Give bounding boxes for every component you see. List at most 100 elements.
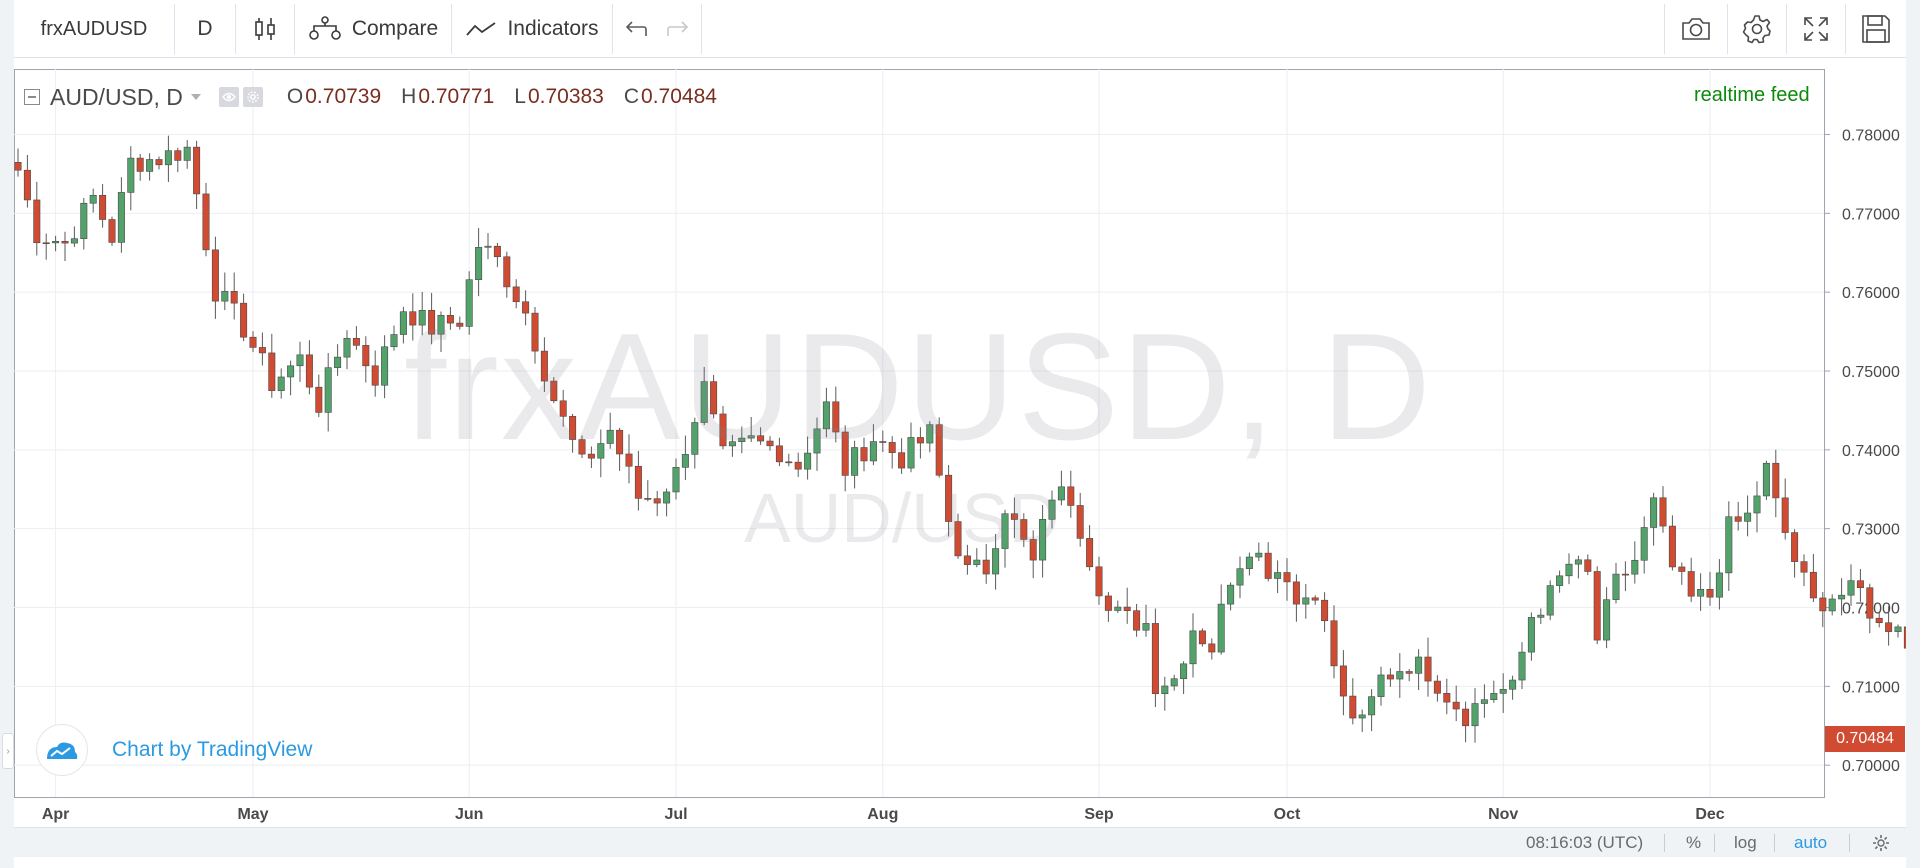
chevron-down-icon[interactable] — [190, 94, 201, 100]
candle-body — [465, 279, 473, 327]
candle-body — [1781, 497, 1789, 533]
candle-body — [484, 245, 492, 248]
candle-body — [1650, 497, 1658, 528]
candle-body — [832, 401, 840, 433]
side-panel-toggle[interactable]: › — [2, 733, 14, 769]
candle-body — [1490, 693, 1498, 700]
percent-scale-toggle[interactable]: % — [1686, 833, 1702, 852]
x-tick-label: Sep — [1084, 806, 1114, 823]
candle-body — [935, 424, 943, 476]
eye-icon[interactable] — [218, 87, 239, 107]
fullscreen-button[interactable] — [1787, 0, 1845, 58]
log-scale-toggle[interactable]: log — [1734, 833, 1757, 852]
low-value: 0.70383 — [527, 85, 604, 108]
candle-body — [352, 338, 360, 346]
candle-body — [1687, 571, 1695, 597]
interval-button[interactable]: D — [175, 0, 235, 58]
candle-body — [512, 286, 520, 303]
candle-body — [559, 400, 567, 417]
candle-body — [1274, 572, 1282, 579]
candle-body — [1161, 685, 1169, 694]
candle-body — [324, 367, 332, 413]
chart-type-button[interactable] — [236, 0, 294, 58]
candle-body — [691, 422, 699, 455]
collapse-legend-icon[interactable] — [24, 89, 40, 105]
indicators-label: Indicators — [507, 17, 599, 40]
candle-body — [1800, 561, 1808, 573]
candle-body — [1527, 617, 1535, 653]
settings-button[interactable] — [1728, 0, 1786, 58]
candle-body — [1433, 680, 1441, 694]
clock-readout[interactable]: 08:16:03 (UTC) — [1526, 833, 1644, 852]
camera-icon — [1682, 18, 1710, 40]
candle-body — [1819, 597, 1827, 612]
tradingview-branding[interactable]: Chart by TradingView — [36, 724, 312, 776]
candle-body — [653, 498, 661, 504]
candle-body — [193, 146, 201, 195]
compare-button[interactable]: Compare — [295, 0, 451, 58]
candle-body — [146, 159, 154, 172]
candle-body — [183, 146, 191, 161]
tradingview-logo-icon — [36, 724, 88, 776]
candle-body — [1603, 599, 1611, 641]
candle-body — [1292, 581, 1300, 605]
undo-button[interactable] — [615, 0, 657, 58]
indicators-button[interactable]: Indicators — [452, 0, 612, 58]
x-tick-label: Dec — [1695, 806, 1724, 823]
candle-body — [1067, 486, 1075, 506]
candle-body — [1227, 584, 1235, 605]
candle-body — [1198, 630, 1206, 645]
x-tick-label: Apr — [42, 806, 70, 823]
candle-body — [503, 256, 511, 288]
candle-body — [1762, 462, 1770, 497]
save-button[interactable] — [1846, 0, 1906, 58]
candle-body — [390, 334, 398, 348]
candle-body — [399, 311, 407, 335]
candle-body — [334, 356, 342, 368]
x-tick-label: Oct — [1274, 806, 1301, 823]
candle-body — [1217, 603, 1225, 653]
interval-label: D — [197, 17, 213, 40]
legend-symbol[interactable]: AUD/USD, D — [50, 83, 183, 110]
candle-body — [1424, 656, 1432, 682]
candle-body — [1048, 499, 1056, 520]
candle-body — [1086, 538, 1094, 568]
scale-settings-button[interactable] — [1872, 828, 1890, 858]
chart-pane[interactable]: 0.78000 0.77000 0.76000 0.75000 0.74000 0.730… — [14, 69, 1906, 827]
last-price-label: 0.70484 — [1825, 726, 1905, 752]
candle-body — [1283, 572, 1291, 583]
gear-icon — [1742, 15, 1771, 44]
candle-body — [710, 381, 718, 415]
candle-body — [1001, 513, 1009, 549]
candle-body — [522, 301, 530, 314]
candle-body — [1462, 708, 1470, 727]
snapshot-button[interactable] — [1665, 0, 1727, 58]
candle-body — [1311, 597, 1319, 601]
candle-body — [531, 312, 539, 352]
candle-body — [42, 242, 50, 245]
candle-body — [1010, 513, 1018, 520]
candle-body — [1725, 516, 1733, 574]
candle-body — [1358, 714, 1366, 719]
candle-body — [954, 521, 962, 557]
series-settings-icon[interactable] — [242, 87, 263, 107]
candle-body — [1264, 552, 1272, 579]
candle-body — [738, 437, 746, 442]
redo-button[interactable] — [657, 0, 699, 58]
candle-body — [916, 437, 924, 444]
candle-body — [822, 401, 830, 430]
candle-body — [61, 240, 69, 244]
candle-body — [945, 474, 953, 522]
candle-body — [371, 365, 379, 386]
candle-body — [634, 465, 642, 499]
candle-body — [728, 441, 736, 447]
watermark-subtitle: AUD/USD — [744, 479, 1060, 557]
candle-body — [992, 548, 1000, 575]
candle-body — [1706, 589, 1714, 598]
candle-body — [1574, 559, 1582, 565]
candle-body — [1104, 595, 1112, 611]
symbol-search-button[interactable]: frxAUDUSD — [14, 0, 174, 58]
auto-scale-toggle[interactable]: auto — [1794, 833, 1828, 852]
branding-text[interactable]: Chart by TradingView — [112, 738, 313, 761]
price-chart[interactable]: 0.78000 0.77000 0.76000 0.75000 0.74000 0.730… — [14, 69, 1906, 827]
